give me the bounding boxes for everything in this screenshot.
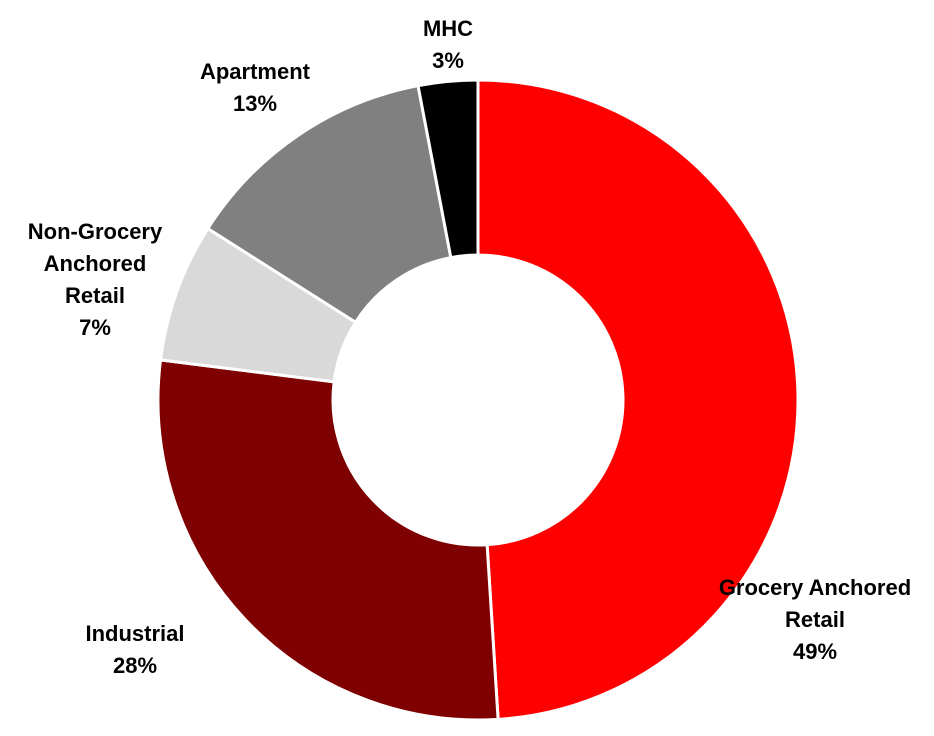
slice-label: Grocery Anchored Retail 49% [710, 572, 920, 668]
slice [156, 358, 500, 722]
value-label: 49% [792, 639, 838, 664]
slice [416, 78, 480, 260]
category-label: Non-Grocery Anchored Retail [27, 219, 163, 308]
slice-label: Apartment 13% [175, 56, 335, 120]
category-label: Industrial [85, 621, 185, 646]
slice-label: MHC 3% [398, 13, 498, 77]
slice-label: Non-Grocery Anchored Retail 7% [20, 216, 170, 344]
value-label: 7% [79, 315, 111, 340]
value-label: 3% [432, 48, 464, 73]
category-label: Grocery Anchored Retail [718, 575, 912, 632]
slice [205, 83, 453, 325]
slice [476, 78, 800, 721]
value-label: 13% [232, 91, 278, 116]
category-label: Apartment [199, 59, 310, 84]
category-label: MHC [422, 16, 474, 41]
slice-label: Industrial 28% [55, 618, 215, 682]
value-label: 28% [112, 653, 158, 678]
